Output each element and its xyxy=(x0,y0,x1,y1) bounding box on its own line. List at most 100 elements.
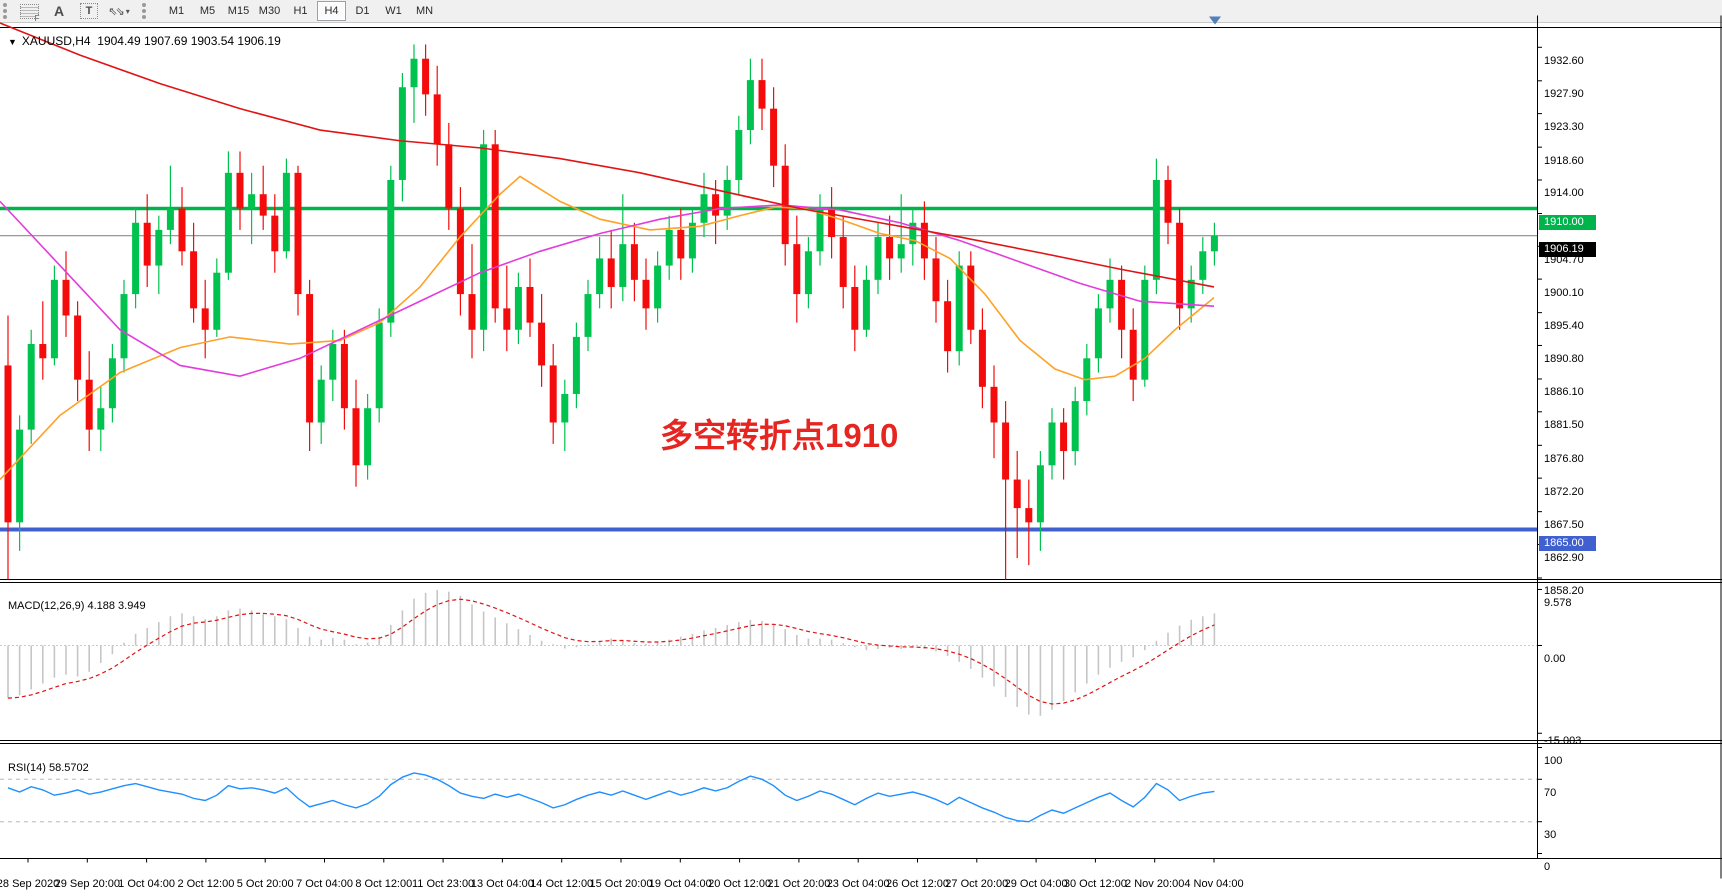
macd-signal-line xyxy=(7,598,1215,705)
fibonacci-tool-button[interactable]: F xyxy=(16,1,42,23)
time-tick-label: 21 Oct 20:00 xyxy=(767,878,831,890)
rsi-indicator-label: RSI(14) 58.5702 xyxy=(8,762,89,774)
candle-body xyxy=(549,365,557,423)
candle-body xyxy=(816,208,824,252)
candle-body xyxy=(793,244,801,295)
candle-body xyxy=(781,165,789,245)
candle-body xyxy=(746,80,754,131)
candle-body xyxy=(1083,358,1091,402)
candle-body xyxy=(294,172,302,295)
timeframe-button-m15[interactable]: M15 xyxy=(227,5,250,17)
arrows-tool-button[interactable]: ⇖⇘ ▾ xyxy=(106,1,132,21)
price-tick-label: 1862.90 xyxy=(1544,551,1584,564)
time-tick-label: 28 Sep 2020 xyxy=(0,878,60,890)
candle-body xyxy=(375,322,383,409)
price-tick-label: 1881.50 xyxy=(1544,419,1584,432)
candle-body xyxy=(422,58,430,95)
price-tick-label: 1872.20 xyxy=(1544,485,1584,498)
candle-body xyxy=(955,265,963,352)
candle-body xyxy=(561,393,569,423)
candle-body xyxy=(491,144,499,309)
candle-body xyxy=(607,258,615,287)
timeframe-button-h4[interactable]: H4 xyxy=(317,1,346,21)
candle-body xyxy=(39,344,47,359)
collapse-triangle-icon[interactable]: ▼ xyxy=(8,37,17,47)
candle-body xyxy=(990,386,998,423)
time-tick-label: 2 Nov 20:00 xyxy=(1125,878,1185,890)
time-tick-label: 5 Oct 20:00 xyxy=(236,878,294,890)
candle-body xyxy=(665,229,673,266)
rsi-tick-label: 70 xyxy=(1544,786,1557,799)
chart-title: ▼ XAUUSD,H4 1904.49 1907.69 1903.54 1906.… xyxy=(8,34,281,48)
time-tick-label: 27 Oct 20:00 xyxy=(945,878,1009,890)
timeframe-button-w1[interactable]: W1 xyxy=(385,5,402,17)
timeframe-button-mn[interactable]: MN xyxy=(415,5,434,17)
timeframe-button-m1[interactable]: M1 xyxy=(168,5,185,17)
candle-body xyxy=(1176,222,1184,309)
macd-tick-label: 9.578 xyxy=(1544,596,1572,609)
price-tick-label: 1927.90 xyxy=(1544,88,1584,101)
text-box-icon: T xyxy=(80,3,98,19)
toolbar-drag-handle[interactable] xyxy=(3,3,12,19)
price-tick-label: 1890.80 xyxy=(1544,352,1584,365)
candle-body xyxy=(224,172,232,273)
candle-body xyxy=(735,130,743,180)
candle-body xyxy=(120,294,128,359)
price-tick-label: 1858.20 xyxy=(1544,585,1584,598)
ma-mid-magenta xyxy=(0,200,1215,377)
candle-body xyxy=(1013,479,1021,509)
fibonacci-grid-icon: F xyxy=(19,3,40,23)
chart-annotation-text[interactable]: 多空转折点1910 xyxy=(660,417,899,454)
candle-body xyxy=(108,358,116,409)
chart-window[interactable]: ▼ XAUUSD,H4 1904.49 1907.69 1903.54 1906.… xyxy=(0,15,1722,896)
timeframes-drag-handle[interactable] xyxy=(142,3,151,19)
timeframe-button-d1[interactable]: D1 xyxy=(355,5,370,17)
candle-body xyxy=(839,237,847,287)
candle-body xyxy=(700,194,708,223)
candle-body xyxy=(329,344,337,380)
candle-body xyxy=(770,108,778,166)
time-tick-label: 29 Oct 04:00 xyxy=(1004,878,1068,890)
timeframe-button-h1[interactable]: H1 xyxy=(293,5,308,17)
candle-body xyxy=(201,308,209,330)
timeframe-button-m30[interactable]: M30 xyxy=(258,5,281,17)
candle-body xyxy=(27,344,35,430)
text-box-tool-button[interactable]: T xyxy=(76,1,102,21)
resistance-price-badge: 1910.00 xyxy=(1539,215,1596,230)
candle-body xyxy=(155,229,163,266)
price-tick-label: 1876.80 xyxy=(1544,452,1584,465)
candle-body xyxy=(97,408,105,430)
candle-body xyxy=(909,222,917,245)
candle-body xyxy=(596,258,604,295)
time-tick-label: 8 Oct 12:00 xyxy=(355,878,413,890)
candle-body xyxy=(630,244,638,280)
candle-body xyxy=(1060,422,1068,452)
text-label-tool-button[interactable]: A xyxy=(53,3,65,19)
candle-body xyxy=(828,208,836,238)
candle-body xyxy=(503,308,511,330)
price-tick-label: 1895.40 xyxy=(1544,320,1584,333)
candle-body xyxy=(886,237,894,259)
candle-body xyxy=(271,215,279,252)
candle-body xyxy=(712,194,720,216)
time-tick-label: 7 Oct 04:00 xyxy=(296,878,353,890)
price-tick-label: 1932.60 xyxy=(1544,54,1584,67)
timeframe-button-m5[interactable]: M5 xyxy=(199,5,216,17)
candle-body xyxy=(74,315,82,380)
time-tick-label: 23 Oct 04:00 xyxy=(826,878,890,890)
candle-body xyxy=(178,208,186,252)
time-tick-label: 26 Oct 12:00 xyxy=(886,878,949,890)
candle-body xyxy=(480,144,488,330)
chevron-down-icon[interactable]: ▾ xyxy=(125,6,130,16)
time-tick-label: 20 Oct 12:00 xyxy=(708,878,772,890)
candle-body xyxy=(456,208,464,295)
candle-body xyxy=(723,179,731,216)
candle-body xyxy=(688,222,696,259)
price-tick-label: 1900.10 xyxy=(1544,286,1584,299)
candle-body xyxy=(619,244,627,287)
candle-body xyxy=(1118,279,1126,330)
candle-body xyxy=(62,279,70,316)
candle-body xyxy=(16,429,24,523)
candle-body xyxy=(1129,329,1137,380)
